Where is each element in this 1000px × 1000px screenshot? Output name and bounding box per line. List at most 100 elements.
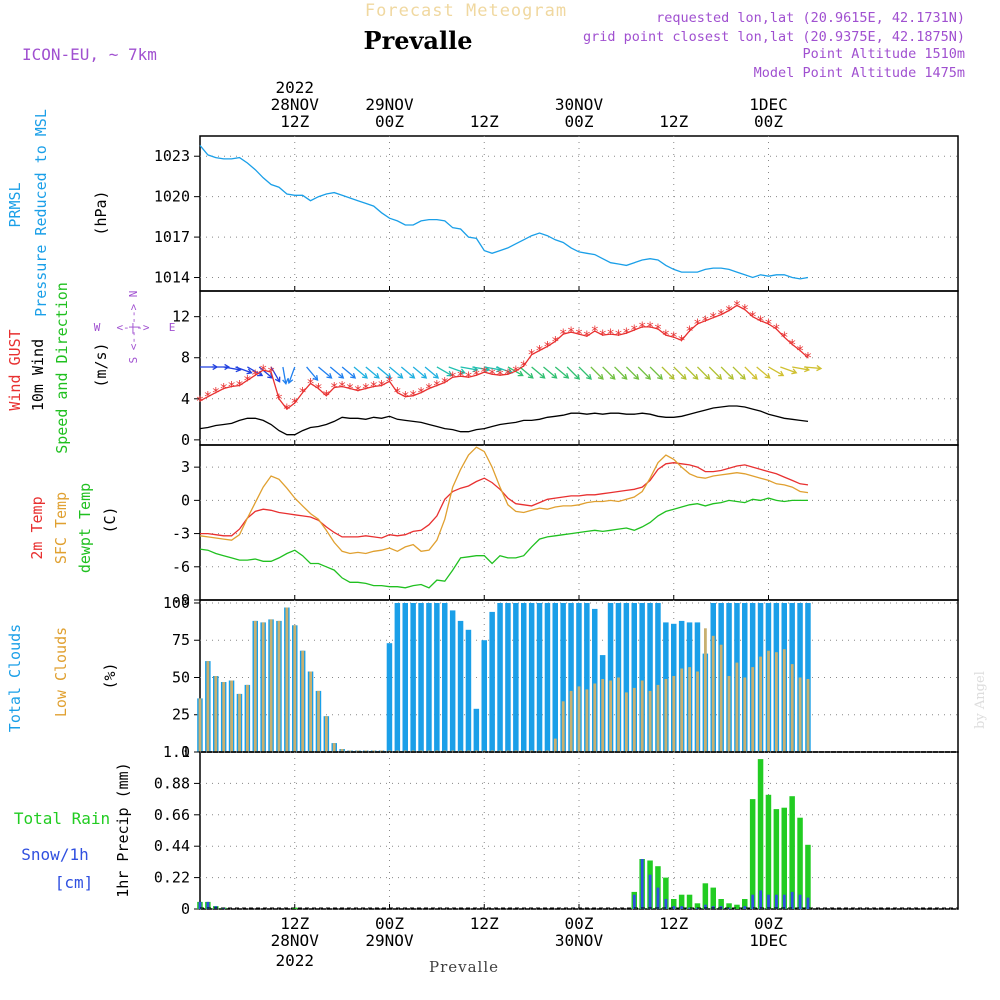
- panel-0: 1014 1017 1020 1023 PRMSL Pressure Reduced to…: [6, 109, 959, 317]
- low-cloud-bar: [696, 671, 699, 752]
- wind-arrow-head: [791, 368, 798, 375]
- low-cloud-bar: [253, 620, 257, 752]
- low-cloud-bar: [640, 680, 644, 752]
- gust-marker: *: [448, 370, 456, 386]
- wind-arrow: [543, 366, 557, 379]
- y-tick-label: 0: [181, 431, 190, 449]
- compass-arrows: <-|->: [116, 321, 149, 334]
- wind-arrow-head: [527, 372, 534, 379]
- y-tick-label: 8: [181, 349, 190, 367]
- wind-arrow-head: [338, 372, 345, 379]
- panel-3: 0 25 50 75 100 Total Clouds Low Clouds (%): [6, 594, 959, 761]
- unit-label: 1hr Precip (mm): [114, 762, 132, 897]
- low-cloud-bar: [775, 652, 778, 752]
- y-tick-label: 0: [181, 900, 190, 918]
- bottom-tick-label: 28NOV: [271, 931, 320, 950]
- low-cloud-bar: [751, 667, 755, 752]
- model-point-altitude: Model Point Altitude 1475m: [754, 65, 965, 81]
- total-cloud-bar: [465, 629, 472, 752]
- gust-marker: *: [717, 308, 725, 324]
- model-label: ICON-EU, ~ 7km: [22, 45, 157, 64]
- gust-marker: *: [472, 368, 480, 384]
- low-cloud-bar: [648, 690, 652, 752]
- gust-marker: *: [322, 389, 330, 405]
- wind-arrow: [377, 366, 392, 379]
- y-tick-label: 1014: [154, 269, 190, 287]
- y-tick-label: 4: [181, 390, 190, 408]
- wind-arrow: [306, 366, 319, 381]
- gust-marker: *: [314, 382, 322, 398]
- low-cloud-bar: [301, 650, 305, 752]
- y-tick-label: 0.44: [154, 837, 190, 855]
- wind-arrow: [744, 366, 758, 380]
- snow-bar: [782, 894, 786, 909]
- total-cloud-bar: [544, 603, 551, 752]
- wind-arrow-head: [586, 373, 592, 380]
- wind-arrow: [566, 366, 580, 380]
- series-line-2m-temp: [200, 462, 809, 539]
- snow-bar: [759, 890, 762, 909]
- gust-marker: *: [764, 317, 772, 333]
- low-cloud-bar: [198, 698, 202, 752]
- snow-bar: [640, 859, 644, 909]
- gust-marker: *: [346, 382, 354, 398]
- total-cloud-bar: [647, 603, 653, 752]
- point-altitude: Point Altitude 1510m: [802, 46, 965, 62]
- top-title: Forecast Meteogram: [365, 1, 567, 21]
- gust-marker: *: [733, 298, 741, 314]
- gust-marker: *: [741, 302, 749, 318]
- y-tick-label: -3: [172, 525, 190, 543]
- gust-marker: *: [417, 386, 425, 402]
- panel-label: 2m Temp: [28, 496, 46, 559]
- total-cloud-bar: [418, 603, 424, 752]
- total-cloud-bar: [805, 603, 811, 752]
- snow-bar: [688, 907, 691, 909]
- gust-marker: *: [243, 373, 251, 389]
- snow-bar: [798, 894, 802, 909]
- compass-rose: S <--|--> N: [127, 291, 140, 364]
- wind-arrow-head: [385, 372, 392, 379]
- gust-marker: *: [693, 317, 701, 333]
- gust-marker: *: [291, 396, 299, 412]
- low-cloud-bar: [569, 690, 573, 752]
- gust-marker: *: [267, 365, 275, 381]
- wind-arrow-head: [680, 373, 687, 380]
- rain-bar: [726, 903, 732, 909]
- wind-arrow: [282, 366, 287, 384]
- y-tick-label: 100: [163, 594, 190, 612]
- bottom-tick-label: 12Z: [470, 914, 499, 933]
- top-tick-label: 28NOV: [271, 95, 320, 114]
- series-line-sfc-temp: [199, 446, 809, 555]
- gust-marker: *: [433, 378, 441, 394]
- unit-label: (hPa): [92, 190, 110, 235]
- low-cloud-bar: [688, 667, 691, 752]
- rain-bar: [749, 799, 756, 909]
- total-cloud-bar: [473, 708, 480, 752]
- y-tick-label: 0: [181, 491, 190, 509]
- total-cloud-bar: [481, 640, 487, 752]
- wind-arrow-head: [517, 370, 524, 377]
- y-tick-label: 75: [172, 631, 190, 649]
- snow-bar: [790, 891, 794, 909]
- gust-marker: *: [235, 378, 243, 394]
- rain-bar: [757, 759, 764, 909]
- wind-arrow: [495, 366, 513, 374]
- low-cloud-bar: [601, 679, 605, 752]
- wind-arrow-head: [597, 373, 604, 380]
- wind-arrow-head: [326, 372, 333, 379]
- total-cloud-bar: [449, 610, 456, 752]
- wind-arrow: [602, 366, 616, 380]
- gust-marker: *: [622, 326, 630, 342]
- panel-frame: [199, 135, 959, 292]
- wind-arrow-head: [446, 370, 453, 377]
- grid-point-coords: grid point closest lon,lat (20.9375E, 42…: [583, 29, 965, 45]
- rain-bar: [694, 903, 701, 909]
- y-tick-label: 50: [172, 668, 190, 686]
- gust-marker: *: [598, 328, 606, 344]
- series-line-dewpt-temp: [199, 497, 808, 589]
- low-cloud-bar: [277, 620, 281, 752]
- snow-bar: [704, 904, 707, 909]
- low-cloud-bar: [719, 644, 723, 752]
- gust-marker: *: [409, 389, 417, 405]
